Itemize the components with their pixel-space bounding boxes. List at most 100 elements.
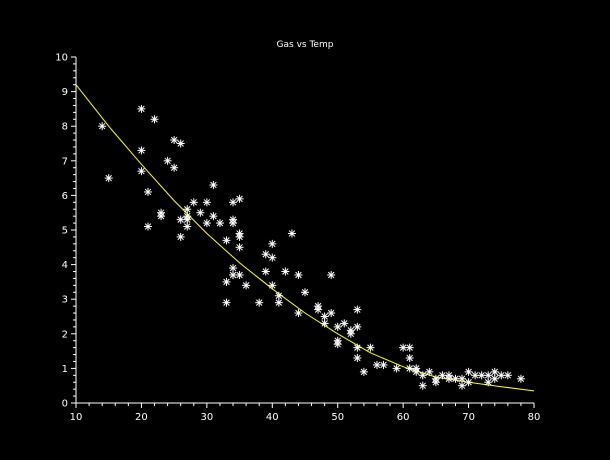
data-point [464,378,473,387]
data-point [497,371,506,380]
x-tick-label: 80 [528,412,541,423]
data-point [202,219,211,228]
data-point [229,264,238,273]
data-point [229,219,238,228]
y-tick-label: 0 [62,399,68,410]
data-point [268,253,277,262]
chart-title: Gas vs Temp [277,40,334,50]
data-point [222,277,231,286]
data-point [503,371,512,380]
data-point [353,305,362,314]
x-tick-label: 20 [135,412,148,423]
data-point [464,367,473,376]
data-point [333,322,342,331]
data-point [274,291,283,300]
data-point [98,122,107,131]
data-point [202,198,211,207]
data-point [137,167,146,176]
data-point [490,367,499,376]
data-point [294,309,303,318]
y-tick-label: 2 [62,329,68,340]
data-point [353,322,362,331]
data-point [222,298,231,307]
data-point [320,319,329,328]
data-point [235,243,244,252]
data-point [274,298,283,307]
data-point [340,319,349,328]
data-point [222,236,231,245]
data-point [137,104,146,113]
y-tick-label: 3 [62,295,68,306]
y-tick-label: 4 [62,260,68,271]
data-point [327,309,336,318]
y-tick-label: 9 [62,87,68,98]
data-point [484,371,493,380]
y-tick-label: 5 [62,226,68,237]
data-point [209,212,218,221]
data-point [143,187,152,196]
data-point [333,340,342,349]
data-point [484,378,493,387]
y-tick-label: 1 [62,364,68,375]
data-point [353,343,362,352]
data-point [353,354,362,363]
y-tick-label: 8 [62,122,68,133]
data-point [477,371,486,380]
x-tick-label: 10 [70,412,83,423]
data-point [189,198,198,207]
data-point [229,198,238,207]
data-point [431,378,440,387]
data-point [268,281,277,290]
data-point [458,381,467,390]
data-point [137,146,146,155]
y-tick-label: 10 [55,53,68,64]
data-point [104,174,113,183]
data-point [418,381,427,390]
data-point [399,343,408,352]
data-point [379,360,388,369]
data-point [301,288,309,297]
x-tick-label: 70 [462,412,475,423]
data-point [183,215,192,224]
data-point [157,212,166,221]
data-point [268,239,277,248]
data-point [235,194,244,203]
data-point [281,267,290,276]
data-point [196,208,205,217]
y-tick-label: 7 [62,156,68,167]
data-point [418,371,427,380]
data-point [320,312,329,321]
data-point [405,343,414,352]
data-point [150,115,159,124]
data-point [143,222,152,231]
data-point [287,229,296,238]
data-point [255,298,264,307]
data-point [444,371,453,380]
data-point [314,302,323,311]
data-point [235,270,244,279]
y-tick-label: 6 [62,191,68,202]
x-tick-label: 40 [266,412,279,423]
data-point [516,374,525,383]
data-point [458,374,467,383]
data-point [183,205,192,214]
data-point [242,281,251,290]
data-point [405,354,414,363]
data-point [366,343,375,352]
data-point [209,181,218,190]
data-point [346,329,355,338]
data-point [261,250,270,259]
data-points-layer [98,104,525,390]
data-point [183,222,192,231]
data-point [471,371,480,380]
x-tick-label: 50 [331,412,344,423]
data-point [235,232,244,241]
x-tick-label: 30 [200,412,213,423]
data-point [163,156,172,165]
data-point [261,267,270,276]
data-point [229,270,238,279]
data-point [392,364,401,373]
data-point [176,139,185,148]
